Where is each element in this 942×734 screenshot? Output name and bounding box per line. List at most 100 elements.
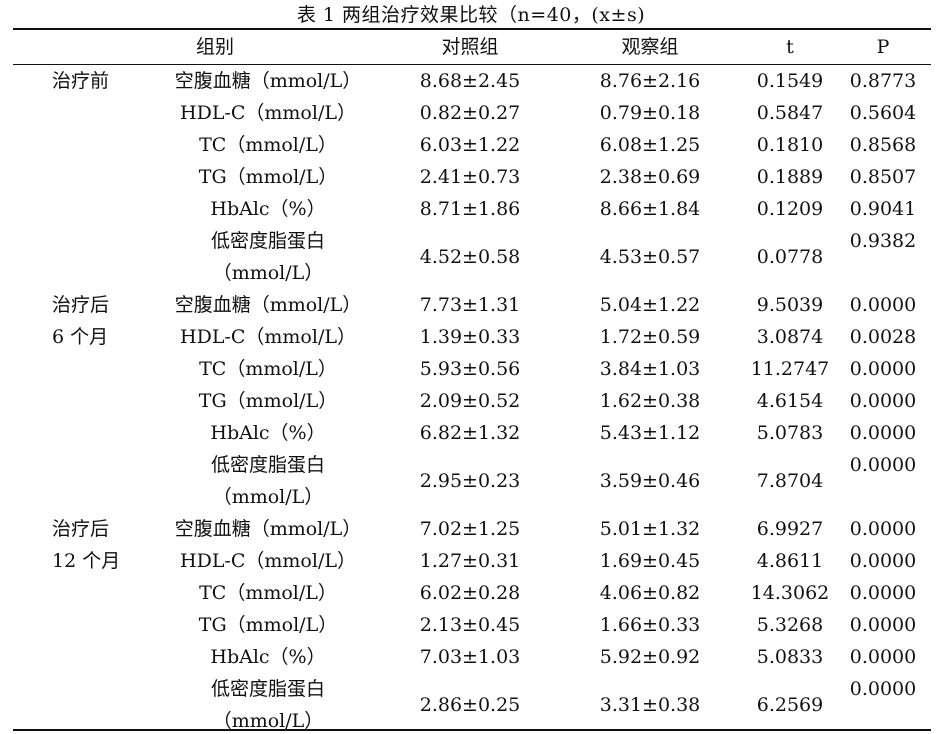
- observe-value: 1.66±0.33: [599, 614, 701, 636]
- p-value: 0.0000: [849, 518, 917, 540]
- t-value: 5.3268: [756, 614, 824, 636]
- row-item-label: TG（mmol/L）: [198, 390, 338, 412]
- row-item-label: TC（mmol/L）: [199, 134, 337, 156]
- p-value: 0.0000: [849, 454, 917, 476]
- observe-value: 3.59±0.46: [599, 470, 701, 492]
- header-observe: 观察组: [621, 36, 679, 58]
- row-item-label: TC（mmol/L）: [199, 582, 337, 604]
- t-value: 0.5847: [756, 102, 824, 124]
- t-value: 3.0874: [756, 326, 824, 348]
- t-value: 6.9927: [756, 518, 824, 540]
- t-value: 5.0783: [756, 422, 824, 444]
- control-value: 2.86±0.25: [419, 694, 521, 716]
- row-item-label: 空腹血糖（mmol/L）: [174, 294, 362, 316]
- row-item-label: 空腹血糖（mmol/L）: [174, 518, 362, 540]
- observe-value: 5.92±0.92: [599, 646, 701, 668]
- control-value: 6.82±1.32: [419, 422, 521, 444]
- control-value: 6.02±0.28: [419, 582, 521, 604]
- row-item-label: TG（mmol/L）: [198, 166, 338, 188]
- group-label: 6 个月: [52, 326, 109, 348]
- p-value: 0.0000: [849, 582, 917, 604]
- observe-value: 8.76±2.16: [599, 70, 701, 92]
- control-value: 7.73±1.31: [419, 294, 521, 316]
- group-label: 治疗后: [52, 518, 110, 540]
- p-value: 0.0028: [849, 326, 917, 348]
- t-value: 0.1889: [756, 166, 824, 188]
- t-value: 0.0778: [756, 246, 824, 268]
- t-value: 4.8611: [756, 550, 824, 572]
- header-t: t: [786, 36, 794, 58]
- observe-value: 3.84±1.03: [599, 358, 701, 380]
- p-value: 0.0000: [849, 614, 917, 636]
- row-item-label: TG（mmol/L）: [198, 614, 338, 636]
- observe-value: 1.69±0.45: [599, 550, 701, 572]
- row-item-label: （mmol/L）: [212, 710, 324, 732]
- p-value: 0.0000: [849, 678, 917, 700]
- control-value: 1.39±0.33: [419, 326, 521, 348]
- table-title: 表 1 两组治疗效果比较（n=40，(x±s): [296, 4, 646, 26]
- t-value: 0.1209: [756, 198, 824, 220]
- p-value: 0.8773: [849, 70, 917, 92]
- header-group: 组别: [195, 36, 234, 58]
- p-value: 0.0000: [849, 422, 917, 444]
- top-rule: [13, 28, 931, 30]
- observe-value: 1.72±0.59: [599, 326, 701, 348]
- row-item-label: HDL-C（mmol/L）: [180, 102, 356, 124]
- row-item-label: （mmol/L）: [212, 486, 324, 508]
- p-value: 0.5604: [849, 102, 917, 124]
- control-value: 7.02±1.25: [419, 518, 521, 540]
- observe-value: 1.62±0.38: [599, 390, 701, 412]
- p-value: 0.0000: [849, 646, 917, 668]
- header-p: P: [876, 36, 890, 58]
- p-value: 0.0000: [849, 390, 917, 412]
- observe-value: 8.66±1.84: [599, 198, 701, 220]
- observe-value: 2.38±0.69: [599, 166, 701, 188]
- control-value: 2.09±0.52: [419, 390, 521, 412]
- row-item-label: HbAlc（%）: [210, 646, 326, 668]
- observe-value: 3.31±0.38: [599, 694, 701, 716]
- group-label: 治疗后: [52, 294, 110, 316]
- p-value: 0.0000: [849, 550, 917, 572]
- observe-value: 6.08±1.25: [599, 134, 701, 156]
- observe-value: 5.04±1.22: [599, 294, 701, 316]
- p-value: 0.0000: [849, 294, 917, 316]
- observe-value: 4.06±0.82: [599, 582, 701, 604]
- group-label: 12 个月: [52, 550, 121, 572]
- t-value: 0.1549: [756, 70, 824, 92]
- p-value: 0.9041: [849, 198, 917, 220]
- control-value: 5.93±0.56: [419, 358, 521, 380]
- observe-value: 0.79±0.18: [599, 102, 701, 124]
- group-label: 治疗前: [52, 70, 110, 92]
- control-value: 2.41±0.73: [419, 166, 521, 188]
- control-value: 6.03±1.22: [419, 134, 521, 156]
- row-item-label: （mmol/L）: [212, 262, 324, 284]
- control-value: 1.27±0.31: [419, 550, 521, 572]
- t-value: 4.6154: [756, 390, 824, 412]
- row-item-label: HbAlc（%）: [210, 198, 326, 220]
- row-item-label: 空腹血糖（mmol/L）: [174, 70, 362, 92]
- header-rule: [13, 64, 931, 65]
- row-item-label: HDL-C（mmol/L）: [180, 550, 356, 572]
- t-value: 6.2569: [756, 694, 824, 716]
- p-value: 0.8568: [849, 134, 917, 156]
- control-value: 0.82±0.27: [419, 102, 521, 124]
- control-value: 4.52±0.58: [419, 246, 521, 268]
- row-item-label: 低密度脂蛋白: [210, 678, 325, 700]
- bottom-rule: [13, 729, 931, 731]
- t-value: 7.8704: [756, 470, 824, 492]
- t-value: 9.5039: [756, 294, 824, 316]
- t-value: 0.1810: [756, 134, 824, 156]
- p-value: 0.9382: [849, 230, 917, 252]
- observe-value: 5.43±1.12: [599, 422, 701, 444]
- control-value: 8.68±2.45: [419, 70, 521, 92]
- control-value: 7.03±1.03: [419, 646, 521, 668]
- header-control: 对照组: [441, 36, 499, 58]
- t-value: 11.2747: [750, 358, 830, 380]
- p-value: 0.0000: [849, 358, 917, 380]
- t-value: 14.3062: [750, 582, 830, 604]
- observe-value: 5.01±1.32: [599, 518, 701, 540]
- control-value: 2.13±0.45: [419, 614, 521, 636]
- p-value: 0.8507: [849, 166, 917, 188]
- control-value: 2.95±0.23: [419, 470, 521, 492]
